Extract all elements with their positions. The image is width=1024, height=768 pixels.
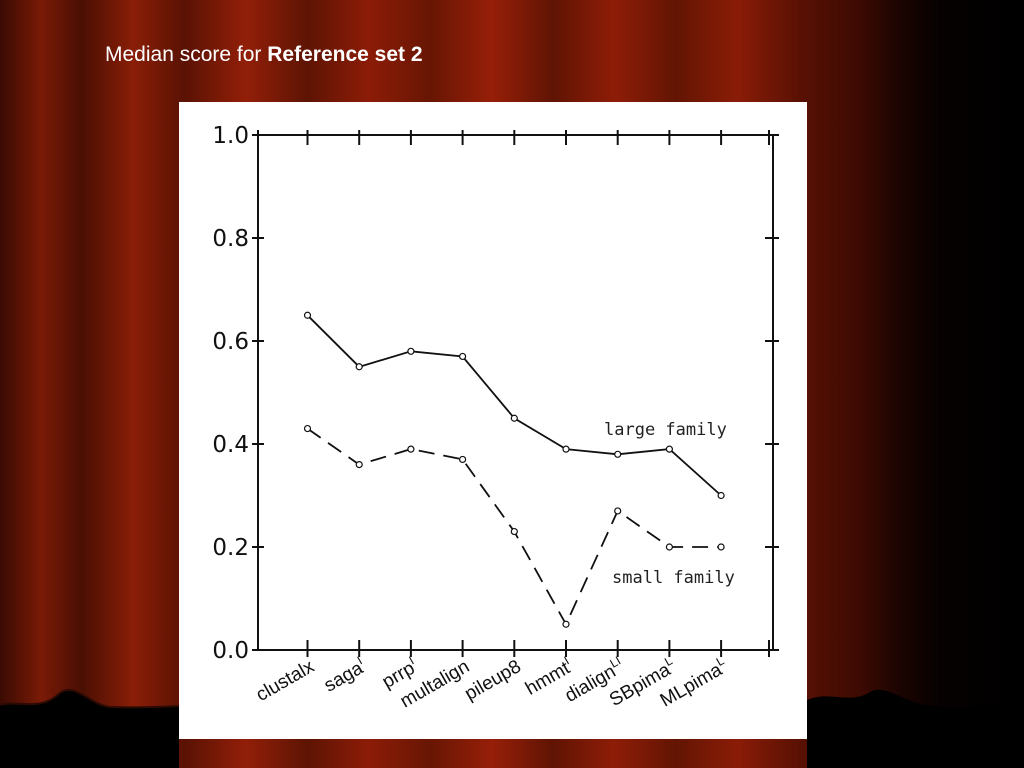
series-label: small family [612, 568, 735, 588]
x-category-label: pileup8 [461, 656, 525, 705]
large-family-point [614, 450, 622, 458]
slide-title-bold: Reference set 2 [267, 43, 423, 66]
plot-frame [257, 134, 774, 651]
small-family-point [665, 543, 673, 551]
small-family-point [562, 620, 570, 628]
chart-panel: 0.0 0.2 0.4 0.6 0.8 1.0 clustalx sagaI prrpI mult… [179, 102, 807, 739]
y-tick-label: 0.2 [212, 535, 249, 561]
small-family-point [510, 527, 518, 536]
curtain-hem [0, 690, 179, 768]
large-family-point [355, 363, 363, 371]
slide-title: Median score for Reference set 2 [105, 42, 423, 68]
large-family-point [303, 311, 312, 319]
small-family-point [407, 445, 415, 453]
small-family-point [614, 507, 622, 515]
slide-title-prefix: Median score for [105, 43, 268, 66]
small-family-line [306, 427, 722, 627]
large-family-point [562, 445, 570, 453]
y-tick-label: 1.0 [212, 123, 249, 149]
y-tick-label: 0.6 [212, 329, 249, 355]
large-family-point [407, 347, 415, 355]
small-family-point [717, 543, 725, 551]
large-family-line [306, 314, 722, 497]
series-label: large family [604, 420, 727, 440]
x-category-label: sagaI [319, 654, 370, 697]
large-family-point [665, 445, 673, 453]
large-family-point [510, 414, 518, 422]
large-family-point [717, 491, 725, 500]
y-tick-label: 0.4 [212, 432, 249, 458]
y-tick-label: 0.8 [212, 226, 249, 252]
x-category-label: clustalx [253, 656, 319, 706]
large-family-point [459, 352, 467, 361]
y-tick-label: 0.0 [212, 638, 249, 664]
small-family-point [303, 424, 312, 433]
small-family-point [355, 461, 363, 469]
small-family-point [459, 455, 467, 464]
